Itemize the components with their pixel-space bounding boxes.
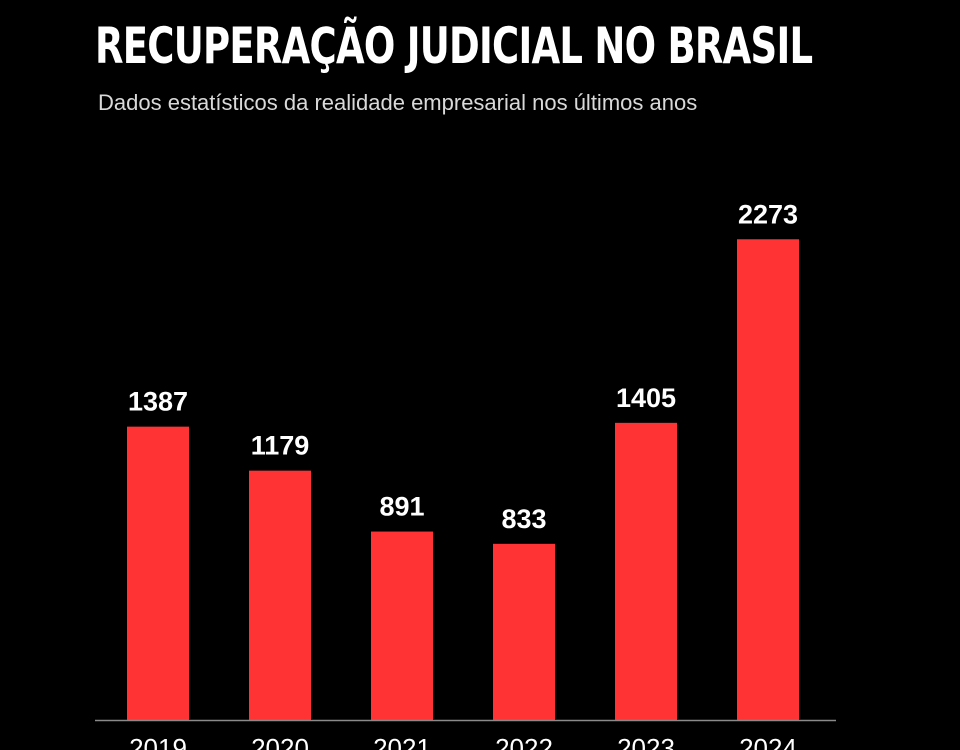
chart-subtitle: Dados estatísticos da realidade empresar… [98, 90, 698, 115]
x-tick-label-2020: 2020 [251, 733, 309, 750]
value-labels-group: 1387 1179 891 833 1405 2273 [128, 199, 798, 534]
value-label-2019: 1387 [128, 387, 188, 417]
x-tick-label-2019: 2019 [129, 733, 187, 750]
bar-2020 [249, 470, 311, 720]
bar-2021 [371, 531, 433, 720]
value-label-2024: 2273 [738, 199, 798, 229]
bar-2023 [615, 422, 677, 720]
x-tick-label-2022: 2022 [495, 733, 553, 750]
value-label-2020: 1179 [251, 431, 310, 461]
value-label-2023: 1405 [616, 383, 676, 413]
x-tick-label-2021: 2021 [373, 733, 431, 750]
bars-group [127, 239, 799, 720]
x-tick-label-2024: 2024 [739, 733, 797, 750]
bar-2024 [737, 239, 799, 720]
value-label-2021: 891 [379, 492, 424, 522]
x-tick-label-2023: 2023 [617, 733, 675, 750]
chart-title: RECUPERAÇÃO JUDICIAL NO BRASIL [95, 17, 813, 75]
bar-2019 [127, 426, 189, 720]
bar-2022 [493, 543, 555, 720]
x-tick-labels-group: 2019 2020 2021 2022 2023 2024 [129, 733, 797, 750]
value-label-2022: 833 [501, 504, 546, 534]
